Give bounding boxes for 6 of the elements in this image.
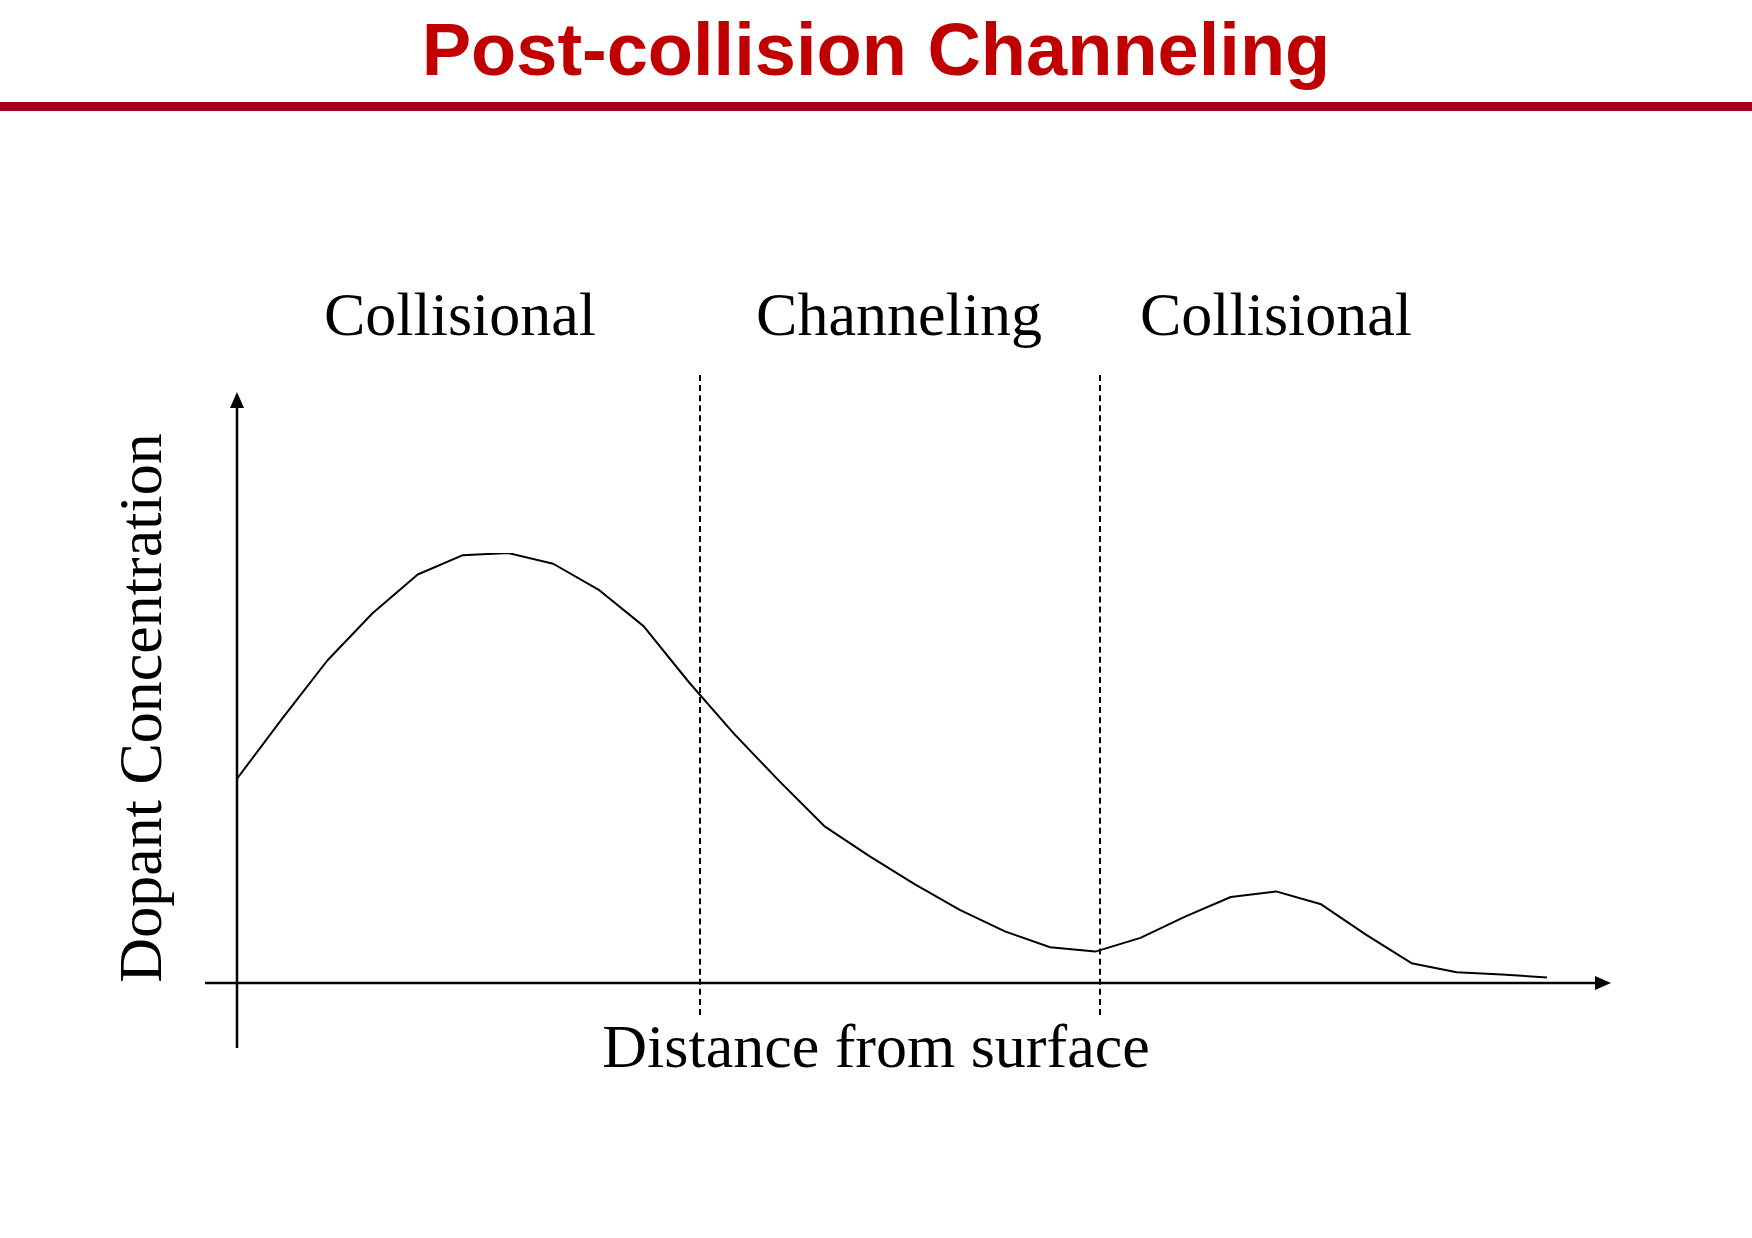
text: Collisional [1139, 280, 1413, 348]
text: Collisional [323, 280, 597, 348]
chart-title: Post-collision Channeling [420, 7, 1332, 93]
x-axis-title: Distance from surface [602, 1012, 1150, 1081]
y-axis-title: Dopant Concentration [106, 433, 175, 983]
text: Channeling [756, 280, 1042, 348]
